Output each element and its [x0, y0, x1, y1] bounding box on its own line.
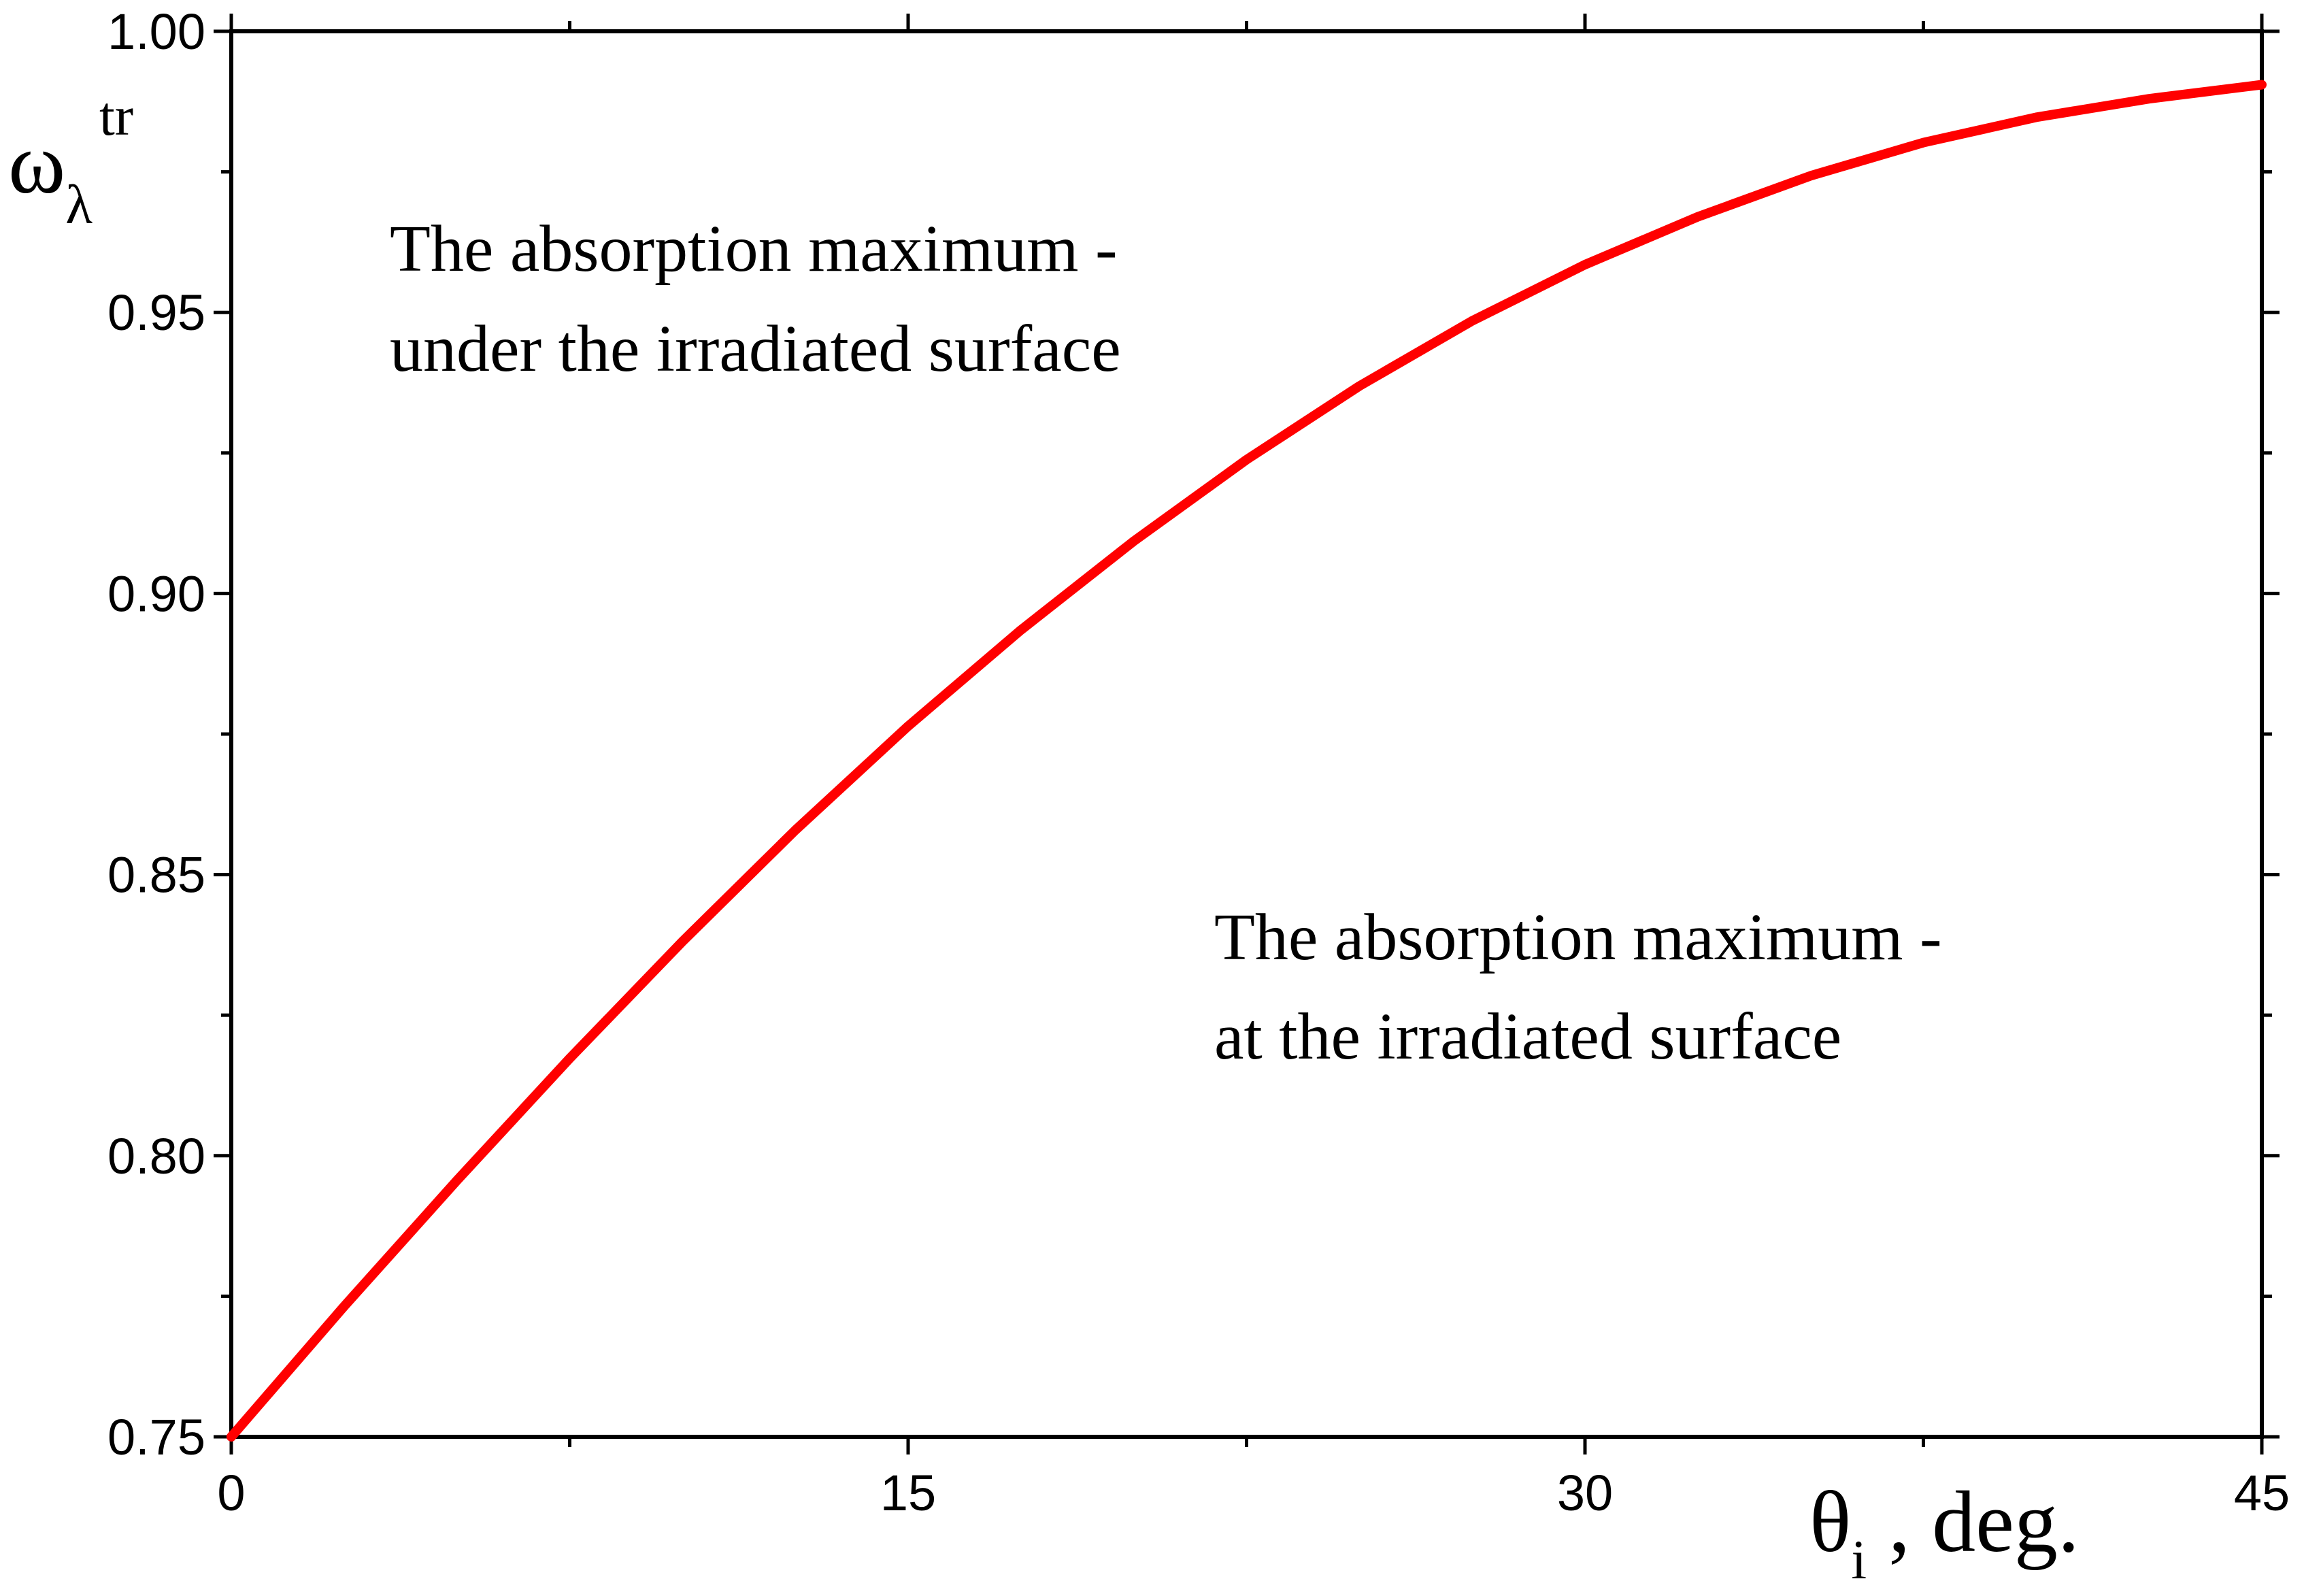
y-tick-label: 0.75 — [107, 1409, 205, 1465]
y-axis-symbol: ω — [8, 115, 65, 212]
series-line — [227, 80, 2267, 1442]
x-tick-label: 30 — [1557, 1465, 1613, 1521]
x-axis-suffix: , deg. — [1867, 1474, 2080, 1570]
annotation-upper-line-2: under the irradiated surface — [390, 312, 1121, 386]
y-tick-label: 0.90 — [107, 565, 205, 622]
y-tick-label: 1.00 — [107, 3, 205, 60]
y-axis-subscript: λ — [65, 173, 93, 235]
axis-tick-labels: 0 15 30 45 0.75 0.80 0.85 0.90 0.95 1.00 — [107, 3, 2290, 1521]
annotation-lower: The absorption maximum - at the irradiat… — [1214, 901, 1958, 1074]
y-tick-label: 0.80 — [107, 1128, 205, 1184]
y-axis-superscript: tr — [99, 85, 133, 147]
x-tick-label: 0 — [217, 1465, 245, 1521]
x-tick-label: 45 — [2234, 1465, 2290, 1521]
axis-ticks — [214, 14, 2280, 1454]
annotation-lower-line-2: at the irradiated surface — [1214, 1000, 1841, 1074]
x-axis-label: θi , deg. — [1809, 1474, 2080, 1591]
annotation-upper-line-1: The absorption maximum - — [390, 212, 1118, 286]
y-tick-label: 0.95 — [107, 284, 205, 341]
x-axis-symbol: θ — [1809, 1474, 1851, 1570]
x-tick-label: 15 — [880, 1465, 936, 1521]
annotation-lower-line-1: The absorption maximum - — [1214, 901, 1942, 974]
x-axis-subscript: i — [1851, 1529, 1867, 1591]
y-axis-label: ωλtr — [8, 85, 133, 235]
y-tick-label: 0.85 — [107, 847, 205, 903]
annotation-upper: The absorption maximum - under the irrad… — [390, 212, 1134, 386]
